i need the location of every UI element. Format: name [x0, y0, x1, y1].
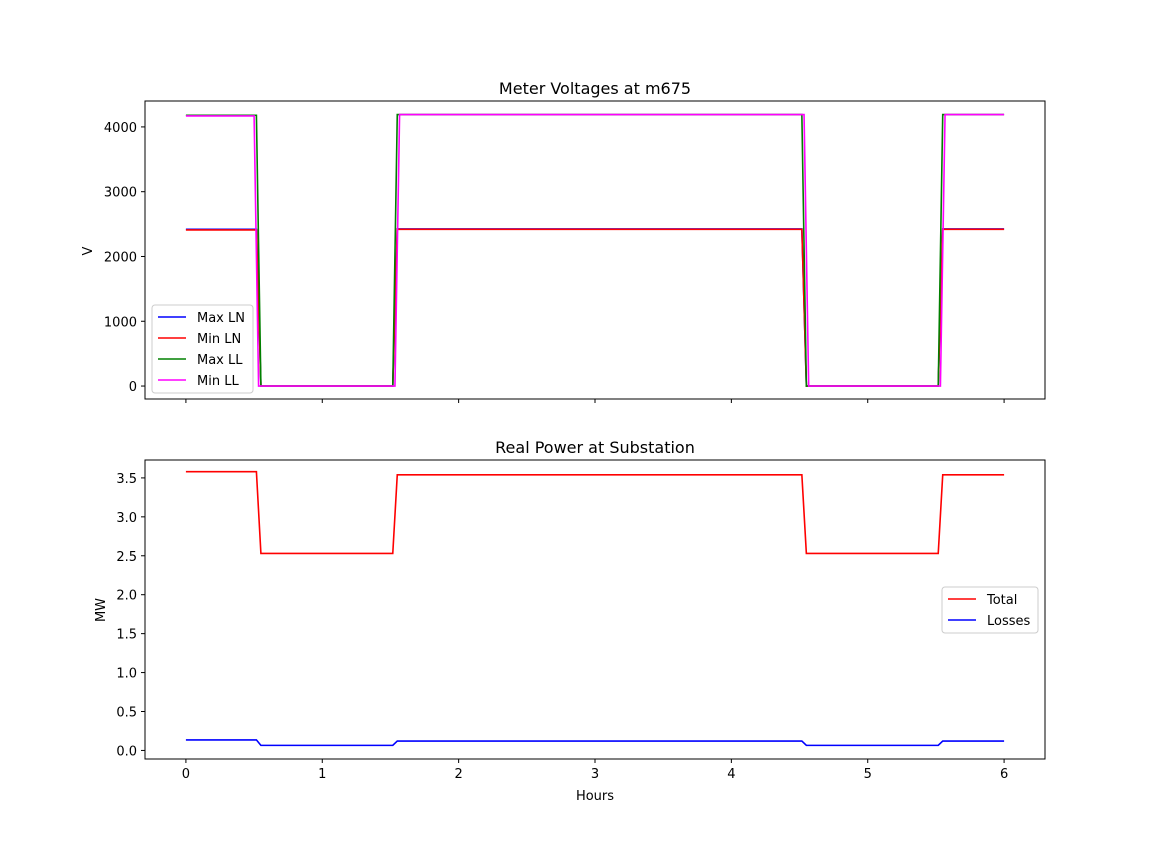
- voltage-y-axis-label: V: [81, 246, 96, 255]
- power-ytick-label: 2.0: [116, 589, 137, 604]
- power-series-line-1: [185, 739, 1005, 747]
- voltage-ytick-label: 3000: [104, 186, 137, 201]
- voltage-ticks-layer: 0 1000 2000 3000 4000: [104, 121, 1005, 403]
- power-ytick-label: 0.0: [116, 744, 137, 759]
- voltage-plot-frame: [144, 100, 1046, 400]
- voltage-series-line-3: [185, 113, 1005, 387]
- power-xtick-label: 5: [864, 767, 872, 782]
- power-ytick-label: 2.5: [116, 550, 137, 565]
- voltage-ytick-label: 1000: [104, 315, 137, 330]
- voltage-ytick-label: 4000: [104, 121, 137, 136]
- power-chart-title: Real Power at Substation: [495, 438, 695, 457]
- voltage-legend: Max LN Min LN Max LL Min LL: [151, 304, 254, 394]
- voltage-ytick-label: 0: [129, 380, 137, 395]
- power-xtick-label: 3: [591, 767, 599, 782]
- voltage-series-layer: [185, 113, 1005, 387]
- power-xtick-label: 1: [318, 767, 326, 782]
- power-ytick-label: 3.0: [116, 511, 137, 526]
- power-xtick-label: 4: [727, 767, 735, 782]
- voltage-legend-label: Min LN: [197, 332, 241, 347]
- power-x-axis-label: Hours: [576, 789, 614, 804]
- power-xtick-label: 0: [182, 767, 190, 782]
- power-ytick-label: 3.5: [116, 472, 137, 487]
- power-legend-label: Total: [986, 593, 1017, 608]
- voltage-legend-label: Min LL: [197, 374, 239, 389]
- voltage-legend-box: [151, 304, 254, 394]
- power-ytick-label: 0.5: [116, 706, 137, 721]
- power-xtick-label: 2: [454, 767, 462, 782]
- power-series-line-0: [185, 470, 1005, 555]
- power-legend: Total Losses: [941, 586, 1039, 634]
- power-ytick-label: 1.5: [116, 628, 137, 643]
- power-ytick-label: 1.0: [116, 667, 137, 682]
- power-plot-frame: [144, 459, 1046, 760]
- power-ticks-layer: 0.0 0.5 1.0 1.5 2.0 2.5 3.0 3.5 0 1 2 3 4 5 6: [116, 472, 1008, 782]
- power-series-layer: [185, 470, 1005, 747]
- voltage-chart-panel: Meter Voltages at m675 V 0 1000 2000 3000 40…: [81, 79, 1046, 403]
- power-legend-label: Losses: [987, 614, 1031, 629]
- power-xtick-label: 6: [1000, 767, 1008, 782]
- voltage-legend-label: Max LL: [197, 353, 243, 368]
- voltage-ytick-label: 2000: [104, 250, 137, 265]
- voltage-legend-label: Max LN: [197, 311, 245, 326]
- voltage-series-line-1: [185, 228, 1005, 387]
- power-chart-panel: Real Power at Substation MW Hours 0.0 0.5…: [94, 438, 1046, 804]
- power-y-axis-label: MW: [94, 598, 109, 622]
- voltage-chart-title: Meter Voltages at m675: [499, 79, 691, 98]
